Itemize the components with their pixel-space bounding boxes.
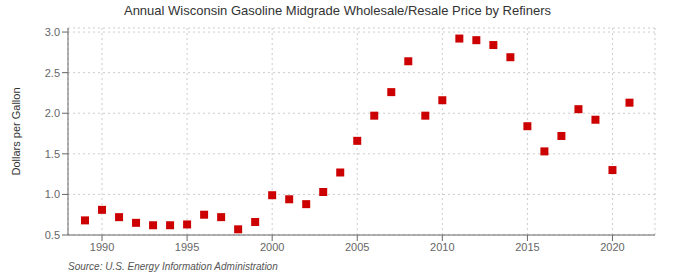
svg-text:2010: 2010	[430, 241, 454, 253]
svg-text:1995: 1995	[175, 241, 199, 253]
svg-text:2020: 2020	[600, 241, 624, 253]
svg-text:Dollars per Gallon: Dollars per Gallon	[10, 87, 22, 175]
html-text:Annual Wisconsin Gasoline Midg: Annual Wisconsin Gasoline Midgrade Whole…	[124, 3, 551, 18]
svg-text:2.0: 2.0	[45, 107, 60, 119]
svg-text:2015: 2015	[515, 241, 539, 253]
svg-text:3.0: 3.0	[45, 26, 60, 38]
svg-text:2000: 2000	[260, 241, 284, 253]
html-text:Source: U.S. Energy Informatio: Source: U.S. Energy Information Administ…	[68, 261, 278, 272]
svg-text:0.5: 0.5	[45, 229, 60, 241]
svg-text:2005: 2005	[345, 241, 369, 253]
svg-text:2.5: 2.5	[45, 67, 60, 79]
svg-text:1.5: 1.5	[45, 148, 60, 160]
svg-text:1.0: 1.0	[45, 188, 60, 200]
svg-text:1990: 1990	[90, 241, 114, 253]
